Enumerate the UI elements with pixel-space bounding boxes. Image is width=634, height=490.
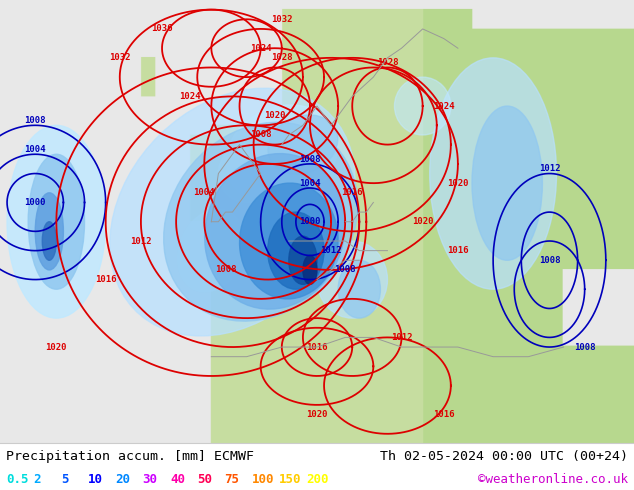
- Text: 1032: 1032: [109, 53, 131, 62]
- Text: 1016: 1016: [447, 246, 469, 255]
- Text: 1016: 1016: [95, 275, 117, 284]
- Text: 1020: 1020: [46, 343, 67, 351]
- Text: 1020: 1020: [447, 179, 469, 188]
- Text: 40: 40: [170, 473, 185, 486]
- Ellipse shape: [218, 145, 275, 202]
- Text: 1020: 1020: [306, 410, 328, 419]
- Text: 150: 150: [279, 473, 301, 486]
- Text: 1012: 1012: [320, 246, 342, 255]
- Text: Precipitation accum. [mm] ECMWF: Precipitation accum. [mm] ECMWF: [6, 450, 254, 463]
- Ellipse shape: [240, 183, 338, 299]
- Ellipse shape: [226, 105, 338, 203]
- Text: 1012: 1012: [391, 333, 412, 342]
- Text: 1000: 1000: [299, 217, 321, 226]
- Text: 1008: 1008: [574, 343, 595, 351]
- Text: 1028: 1028: [377, 58, 398, 67]
- Text: 1004: 1004: [25, 145, 46, 154]
- Ellipse shape: [36, 193, 63, 270]
- Text: 1032: 1032: [271, 15, 292, 24]
- Ellipse shape: [317, 241, 387, 318]
- Text: 20: 20: [115, 473, 131, 486]
- Ellipse shape: [268, 115, 338, 174]
- Ellipse shape: [268, 212, 324, 289]
- Text: 1016: 1016: [306, 343, 328, 351]
- Text: Th 02-05-2024 00:00 UTC (00+24): Th 02-05-2024 00:00 UTC (00+24): [380, 450, 628, 463]
- Text: 1008: 1008: [250, 130, 271, 140]
- Text: 30: 30: [143, 473, 158, 486]
- Ellipse shape: [430, 58, 557, 289]
- Ellipse shape: [28, 154, 84, 289]
- Text: 1008: 1008: [299, 154, 321, 164]
- Text: 1020: 1020: [264, 111, 285, 120]
- Text: 1024: 1024: [179, 92, 201, 101]
- Text: 1008: 1008: [334, 266, 356, 274]
- Text: ©weatheronline.co.uk: ©weatheronline.co.uk: [477, 473, 628, 486]
- Text: 1036: 1036: [152, 24, 173, 33]
- Text: 1020: 1020: [412, 217, 434, 226]
- Text: 2: 2: [34, 473, 41, 486]
- Ellipse shape: [289, 236, 317, 284]
- Ellipse shape: [7, 125, 106, 318]
- Text: 1008: 1008: [25, 116, 46, 125]
- Ellipse shape: [205, 153, 345, 309]
- Text: 200: 200: [306, 473, 328, 486]
- Text: 1008: 1008: [215, 266, 236, 274]
- Text: 1016: 1016: [342, 188, 363, 197]
- Ellipse shape: [338, 260, 380, 318]
- Text: 1024: 1024: [250, 44, 271, 53]
- Text: 75: 75: [224, 473, 240, 486]
- Text: 1012: 1012: [130, 237, 152, 245]
- Text: 1028: 1028: [271, 53, 292, 62]
- Text: 50: 50: [197, 473, 212, 486]
- Ellipse shape: [303, 255, 317, 284]
- Ellipse shape: [164, 122, 358, 321]
- Text: 0.5: 0.5: [6, 473, 29, 486]
- Ellipse shape: [42, 221, 56, 260]
- Text: 1004: 1004: [299, 179, 321, 188]
- Ellipse shape: [394, 77, 451, 135]
- Text: 100: 100: [252, 473, 274, 486]
- Text: 1016: 1016: [433, 410, 455, 419]
- Text: 1024: 1024: [433, 101, 455, 111]
- Ellipse shape: [110, 88, 355, 336]
- Text: 1004: 1004: [193, 188, 215, 197]
- Text: 1008: 1008: [539, 256, 560, 265]
- Ellipse shape: [472, 106, 543, 260]
- Text: 10: 10: [88, 473, 103, 486]
- Text: 1000: 1000: [25, 198, 46, 207]
- Text: 1012: 1012: [539, 164, 560, 173]
- Ellipse shape: [178, 209, 245, 292]
- Text: 5: 5: [61, 473, 68, 486]
